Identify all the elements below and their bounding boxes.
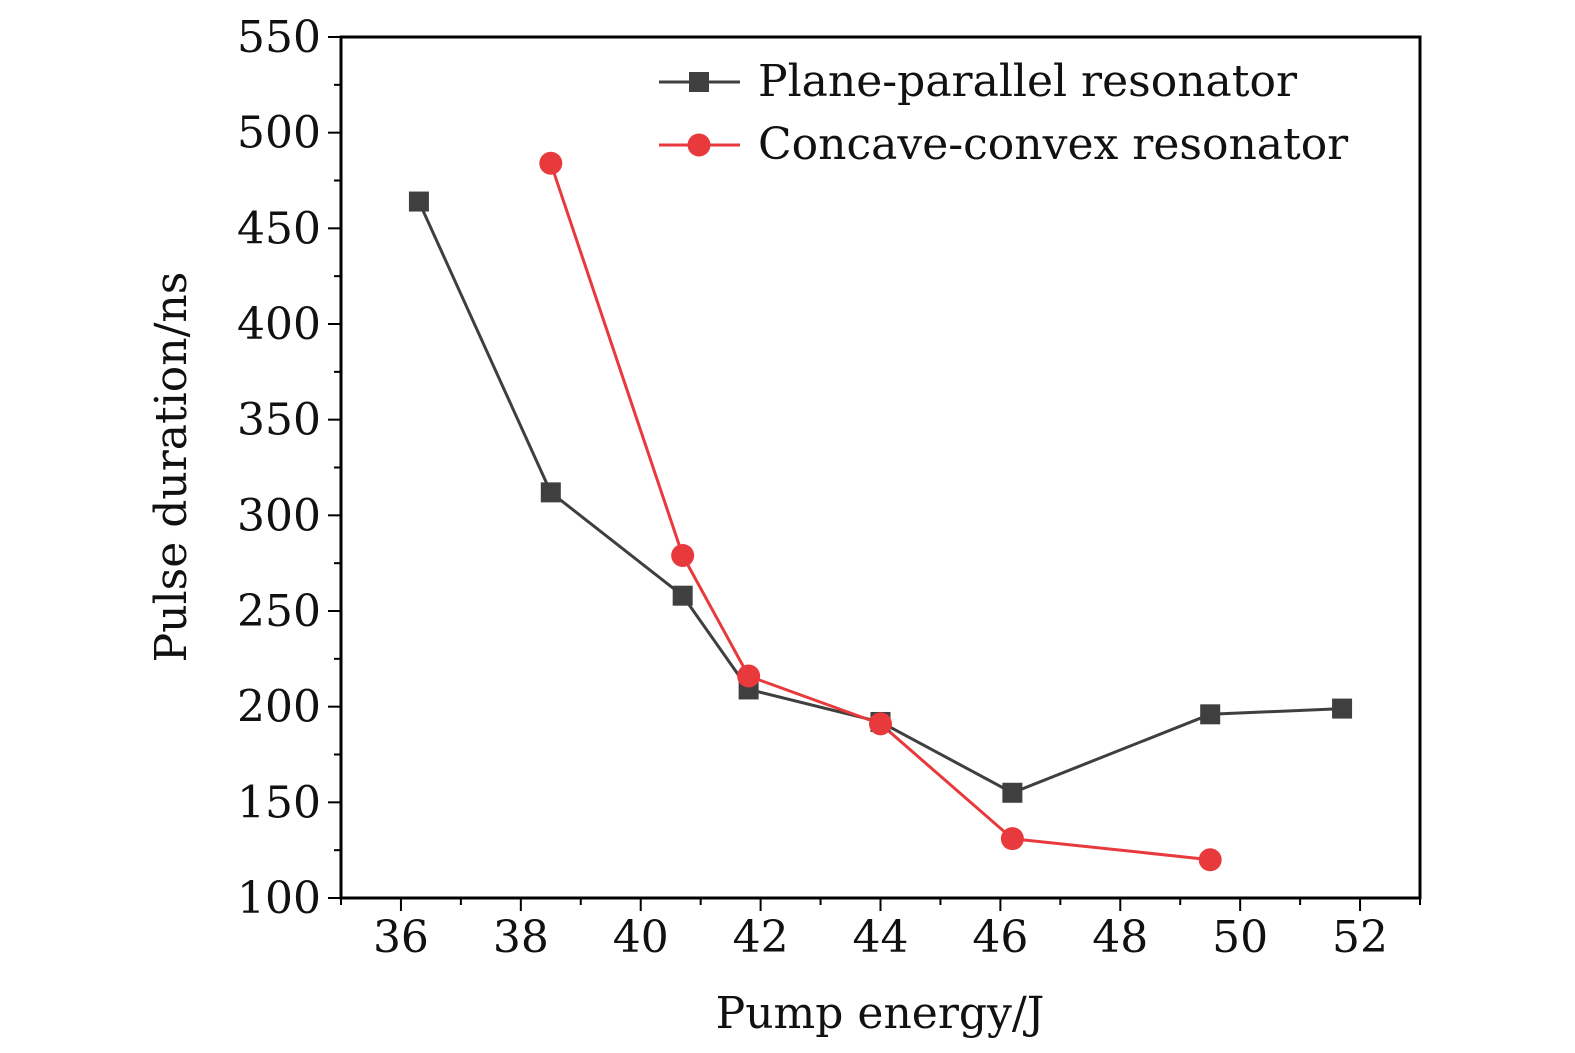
x-tick-label: 52 bbox=[1332, 912, 1388, 963]
square-data-point bbox=[540, 482, 561, 503]
axis-ticks bbox=[328, 36, 1421, 911]
y-tick-label: 300 bbox=[237, 490, 321, 541]
x-tick-label: 36 bbox=[373, 912, 429, 963]
y-tick-label: 350 bbox=[237, 395, 321, 446]
y-tick-label: 150 bbox=[237, 777, 321, 828]
x-tick-label: 48 bbox=[1092, 912, 1148, 963]
y-tick-label: 400 bbox=[237, 299, 321, 350]
square-data-point bbox=[1002, 782, 1023, 803]
legend-label: Plane-parallel resonator bbox=[758, 56, 1298, 107]
circle-data-point bbox=[539, 151, 563, 175]
series-lines bbox=[417, 162, 1343, 862]
x-tick-label: 50 bbox=[1212, 912, 1268, 963]
square-data-point bbox=[1200, 704, 1221, 725]
x-tick-label: 46 bbox=[972, 912, 1028, 963]
y-tick-label: 250 bbox=[237, 586, 321, 637]
series-line-1 bbox=[549, 162, 1211, 862]
square-data-point bbox=[408, 191, 429, 212]
legend-square-marker bbox=[689, 72, 709, 92]
legend-circle-marker bbox=[687, 133, 711, 157]
square-data-point bbox=[672, 585, 693, 606]
series-line-0 bbox=[417, 200, 1343, 795]
y-axis-title: Pulse duration/ns bbox=[146, 272, 197, 663]
circle-data-point bbox=[1198, 848, 1222, 872]
x-tick-label: 38 bbox=[493, 912, 549, 963]
circle-data-point bbox=[869, 712, 892, 736]
x-tick-label: 40 bbox=[613, 912, 669, 963]
y-tick-label: 100 bbox=[237, 873, 321, 924]
x-axis-title: Pump energy/J bbox=[716, 988, 1045, 1039]
y-tick-label: 450 bbox=[237, 203, 321, 254]
y-tick-label: 500 bbox=[237, 108, 321, 159]
circle-data-point bbox=[737, 664, 761, 688]
circle-data-point bbox=[1000, 827, 1024, 851]
y-tick-label: 200 bbox=[237, 682, 321, 733]
y-tick-label: 550 bbox=[237, 12, 321, 63]
legend: Plane-parallel resonator Concave-convex r… bbox=[659, 56, 1349, 170]
series-markers bbox=[408, 151, 1353, 872]
circle-data-point bbox=[671, 544, 695, 568]
axis-tick-labels: 36 38 40 42 44 46 48 50 52 100 150 200 250 300 350 400 4… bbox=[237, 12, 1388, 963]
square-data-point bbox=[1332, 698, 1353, 719]
x-tick-label: 44 bbox=[853, 912, 909, 963]
x-tick-label: 42 bbox=[733, 912, 789, 963]
legend-label: Concave-convex resonator bbox=[758, 119, 1349, 170]
